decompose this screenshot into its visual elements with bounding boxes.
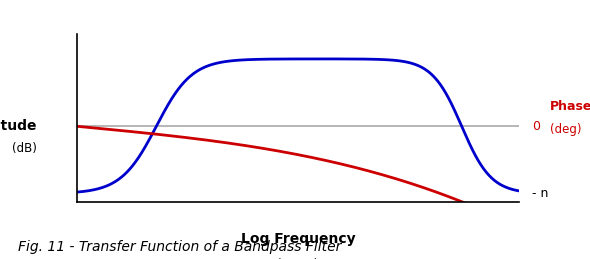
Text: (dB): (dB) — [12, 142, 37, 155]
Text: 0: 0 — [533, 120, 540, 133]
Text: Fig. 11 - Transfer Function of a Bandpass Filter: Fig. 11 - Transfer Function of a Bandpas… — [18, 240, 341, 254]
Text: - n: - n — [533, 187, 549, 200]
Text: Phase: Phase — [550, 99, 590, 113]
Text: (Hertz): (Hertz) — [277, 257, 319, 259]
Text: Magnitude: Magnitude — [0, 119, 37, 133]
Text: Log Frequency: Log Frequency — [241, 232, 355, 246]
Text: (deg): (deg) — [550, 123, 582, 136]
